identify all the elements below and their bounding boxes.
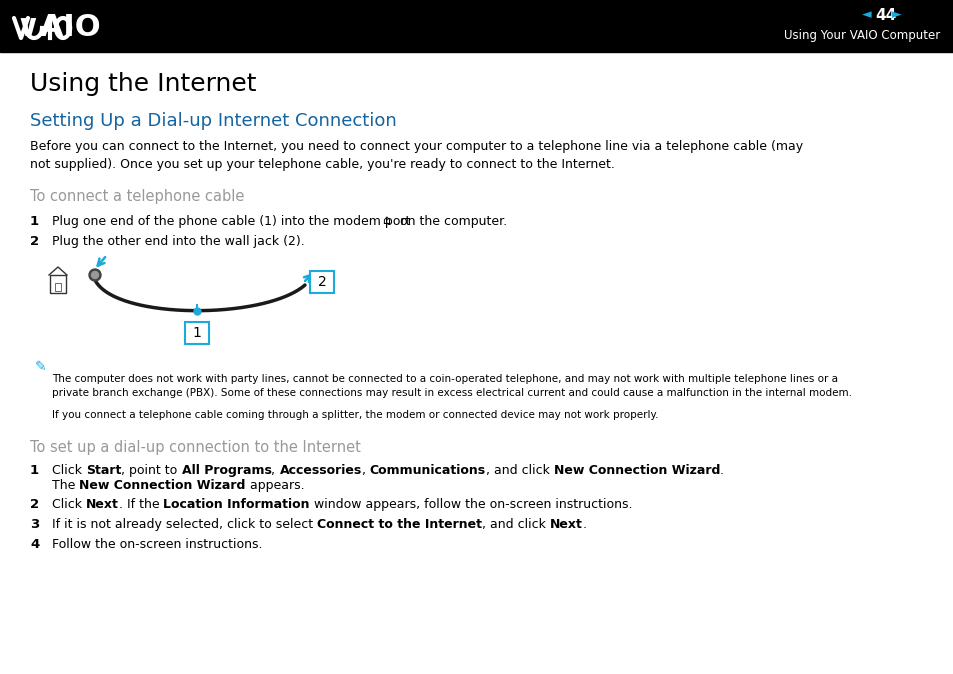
Text: .: . [582,518,586,531]
Text: Start: Start [86,464,121,477]
Text: 4: 4 [30,538,39,551]
Bar [310,271,334,293]
FancyBboxPatch shape [50,275,66,293]
Circle shape [91,272,98,278]
Bar [55,283,61,291]
Text: If you connect a telephone cable coming through a splitter, the modem or connect: If you connect a telephone cable coming … [52,410,658,420]
Text: Communications: Communications [370,464,485,477]
Text: ∨AIO: ∨AIO [15,13,100,42]
Text: 2: 2 [30,235,39,248]
Text: , point to: , point to [121,464,181,477]
Text: New Connection Wizard: New Connection Wizard [79,479,246,492]
Text: To set up a dial-up connection to the Internet: To set up a dial-up connection to the In… [30,440,360,455]
Text: Location Information: Location Information [163,498,310,511]
Text: Click: Click [52,498,86,511]
Text: Plug one end of the phone cable (1) into the modem port: Plug one end of the phone cable (1) into… [52,215,414,228]
Text: , and click: , and click [481,518,550,531]
Text: .: . [720,464,723,477]
Text: Connect to the Internet: Connect to the Internet [316,518,481,531]
Text: on the computer.: on the computer. [395,215,507,228]
Text: To connect a telephone cable: To connect a telephone cable [30,189,244,204]
Text: 2: 2 [30,498,39,511]
Text: Using Your VAIO Computer: Using Your VAIO Computer [783,30,939,42]
Text: The: The [52,479,79,492]
Text: appears.: appears. [246,479,304,492]
Text: 44: 44 [874,7,895,22]
Bar [185,321,209,344]
Bar [0,0,953,52]
Text: Next: Next [550,518,582,531]
Text: Follow the on-screen instructions.: Follow the on-screen instructions. [52,538,262,551]
Text: 3: 3 [30,518,39,531]
Text: ►: ► [891,9,901,22]
Text: window appears, follow the on-screen instructions.: window appears, follow the on-screen ins… [310,498,632,511]
Text: ◄: ◄ [862,9,871,22]
Text: 1: 1 [193,326,201,340]
Text: . If the: . If the [119,498,163,511]
Text: All Programs: All Programs [181,464,272,477]
Text: Accessories: Accessories [279,464,361,477]
Text: Before you can connect to the Internet, you need to connect your computer to a t: Before you can connect to the Internet, … [30,140,802,171]
Text: Plug the other end into the wall jack (2).: Plug the other end into the wall jack (2… [52,235,304,248]
Text: 1: 1 [30,464,39,477]
Text: If it is not already selected, click to select: If it is not already selected, click to … [52,518,316,531]
Text: New Connection Wizard: New Connection Wizard [553,464,720,477]
Text: The computer does not work with party lines, cannot be connected to a coin-opera: The computer does not work with party li… [52,374,851,398]
Text: Next: Next [86,498,119,511]
Text: Setting Up a Dial-up Internet Connection: Setting Up a Dial-up Internet Connection [30,112,396,130]
Text: ⌂: ⌂ [381,214,390,227]
Text: Click: Click [52,464,86,477]
Text: 1: 1 [30,215,39,228]
Text: , and click: , and click [485,464,553,477]
Text: ✎: ✎ [35,360,47,374]
Text: ,: , [361,464,370,477]
Text: ,: , [272,464,279,477]
Text: Using the Internet: Using the Internet [30,72,256,96]
Text: VAIO: VAIO [12,14,87,42]
Text: 2: 2 [317,275,326,289]
Circle shape [89,269,101,281]
